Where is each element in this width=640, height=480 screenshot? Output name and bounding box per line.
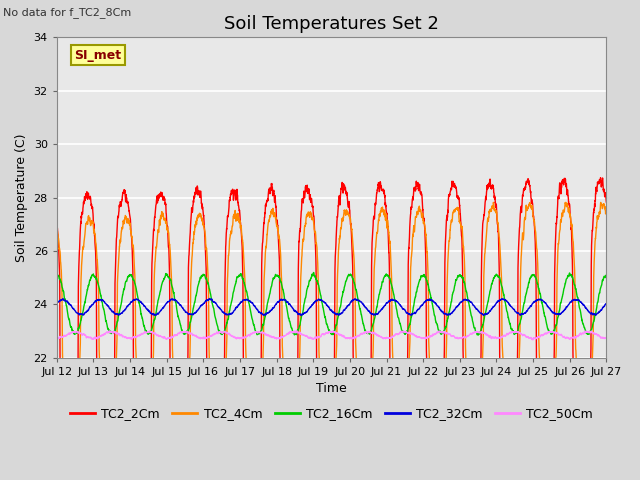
TC2_16Cm [224,317,232,323]
TC2_50Cm [88,336,95,342]
TC2_16Cm [53,273,61,278]
TC2_16Cm [602,274,610,279]
TC2_4Cm [433,408,440,414]
TC2_4Cm [53,224,61,230]
Line: TC2_4Cm: TC2_4Cm [57,203,606,425]
Text: SI_met: SI_met [74,48,122,61]
Title: Soil Temperatures Set 2: Soil Temperatures Set 2 [224,15,439,33]
TC2_32Cm [224,312,232,317]
TC2_32Cm [335,312,342,318]
TC2_32Cm [119,309,127,314]
Line: TC2_32Cm: TC2_32Cm [57,299,606,315]
TC2_32Cm [602,301,610,307]
TC2_16Cm [474,332,482,338]
TC2_50Cm [119,334,127,340]
TC2_16Cm [118,295,126,300]
TC2_32Cm [477,311,485,316]
X-axis label: Time: Time [316,383,347,396]
TC2_4Cm [118,226,126,231]
TC2_2Cm [63,452,71,457]
TC2_2Cm [433,439,440,445]
TC2_32Cm [88,302,95,308]
TC2_50Cm [224,331,232,336]
TC2_16Cm [477,325,485,331]
TC2_4Cm [119,218,127,224]
Y-axis label: Soil Temperature (C): Soil Temperature (C) [15,133,28,262]
TC2_4Cm [562,200,570,205]
TC2_2Cm [119,190,127,196]
TC2_50Cm [433,330,440,336]
Line: TC2_2Cm: TC2_2Cm [57,178,606,455]
TC2_2Cm [477,275,485,281]
TC2_4Cm [88,218,95,224]
TC2_50Cm [477,330,485,336]
Legend: TC2_2Cm, TC2_4Cm, TC2_16Cm, TC2_32Cm, TC2_50Cm: TC2_2Cm, TC2_4Cm, TC2_16Cm, TC2_32Cm, TC… [65,403,598,425]
TC2_50Cm [118,333,126,339]
TC2_2Cm [53,215,61,221]
TC2_4Cm [68,422,76,428]
TC2_2Cm [602,199,610,205]
TC2_4Cm [477,376,485,382]
TC2_16Cm [433,321,440,326]
TC2_32Cm [206,296,214,301]
TC2_16Cm [119,291,127,297]
TC2_4Cm [224,268,232,274]
TC2_32Cm [53,300,61,306]
TC2_2Cm [88,203,95,208]
TC2_2Cm [596,175,604,180]
TC2_16Cm [88,274,95,280]
Line: TC2_50Cm: TC2_50Cm [57,331,606,340]
TC2_50Cm [53,336,61,342]
TC2_50Cm [293,328,301,334]
TC2_2Cm [118,193,126,199]
Line: TC2_16Cm: TC2_16Cm [57,273,606,335]
TC2_32Cm [433,302,440,308]
TC2_2Cm [224,214,232,220]
TC2_32Cm [118,311,126,316]
TC2_50Cm [602,335,610,341]
TC2_50Cm [529,337,536,343]
TC2_4Cm [602,209,610,215]
Text: No data for f_TC2_8Cm: No data for f_TC2_8Cm [3,7,131,18]
TC2_16Cm [310,270,317,276]
